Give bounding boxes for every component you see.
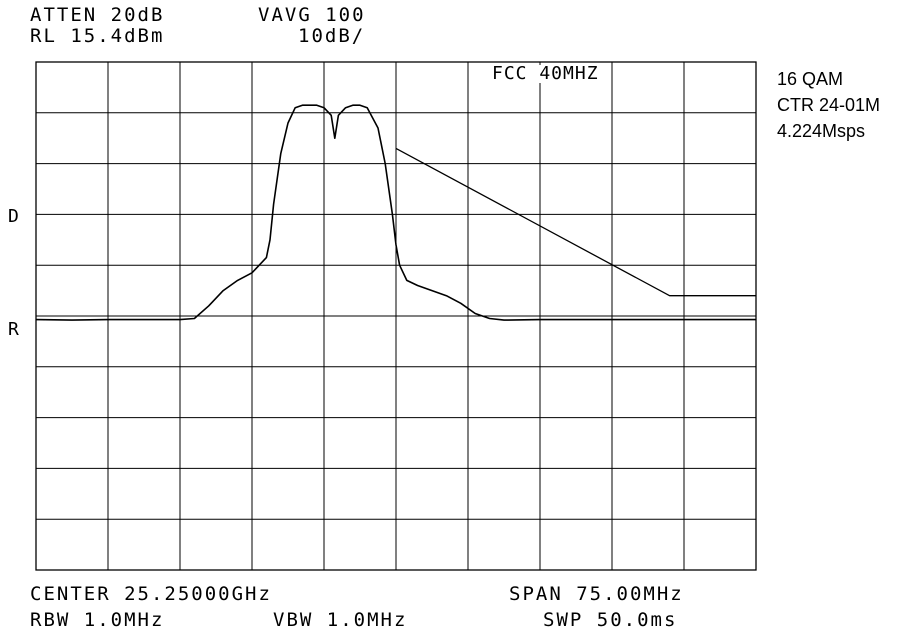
graticule-grid xyxy=(35,61,757,571)
span-readout: SPAN 75.00MHz xyxy=(509,583,684,605)
vavg-readout: VAVG 100 xyxy=(258,4,366,26)
spectrum-trace xyxy=(35,104,756,321)
sweep-readout: SWP 50.0ms xyxy=(543,609,678,631)
center-ref-note: CTR 24-01M xyxy=(777,95,881,115)
atten-readout: ATTEN 20dB xyxy=(30,4,165,26)
marker-d: D xyxy=(8,206,19,227)
center-frequency: CENTER 25.25000GHz xyxy=(30,583,272,605)
ref-level-readout: RL 15.4dBm xyxy=(30,25,165,47)
scale-readout: 10dB/ xyxy=(298,25,366,47)
marker-r: R xyxy=(8,319,19,340)
modulation-note: 16 QAM xyxy=(777,69,844,89)
grid-annotation: FCC 40MHZ xyxy=(490,63,601,84)
rbw-readout: RBW 1.0MHz xyxy=(30,609,165,631)
traces xyxy=(35,104,756,321)
symbol-rate-note: 4.224Msps xyxy=(777,121,866,141)
vbw-readout: VBW 1.0MHz xyxy=(273,609,408,631)
emission-mask-line xyxy=(395,147,756,297)
